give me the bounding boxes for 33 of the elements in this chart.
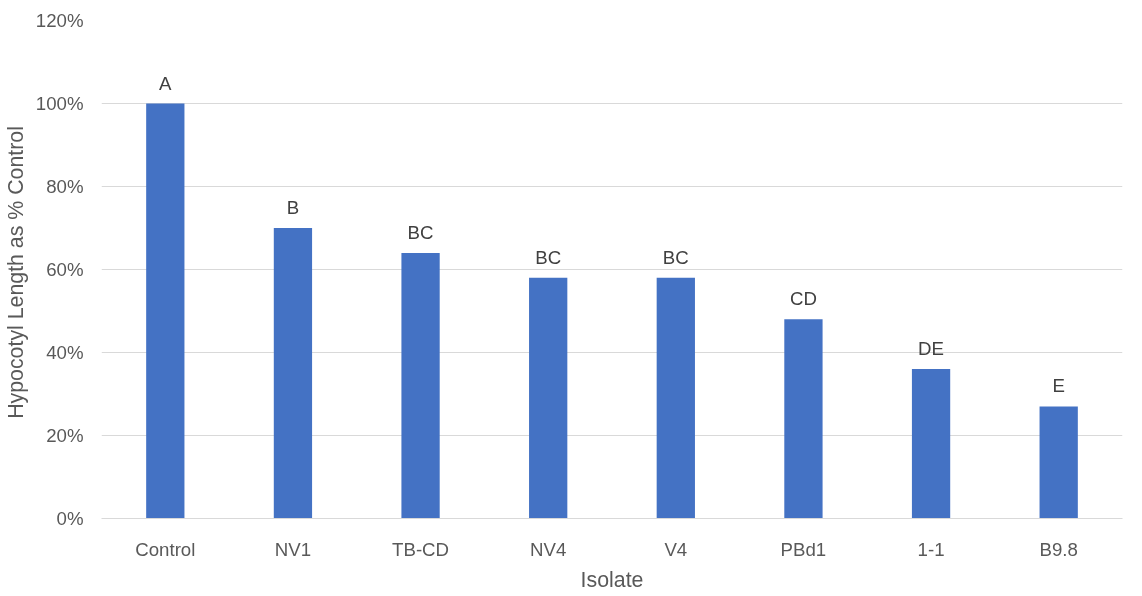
x-tick-label: 1-1 <box>917 538 945 560</box>
y-tick-label: 60% <box>46 259 84 280</box>
y-tick-label: 40% <box>46 342 84 363</box>
y-tick-label: 120% <box>35 10 84 31</box>
annotation: B <box>286 197 300 218</box>
y-tick-label: 20% <box>46 425 84 446</box>
annotation: CD <box>789 288 817 310</box>
y-tick-label: 100% <box>35 93 84 114</box>
y-axis-title: Hypocotyl Length as % Control <box>3 126 28 419</box>
annotation: BC <box>662 246 689 268</box>
bar <box>273 228 313 519</box>
y-tick-label: 0% <box>56 508 84 529</box>
annotation: BC <box>407 221 434 243</box>
x-tick-label: NV1 <box>274 538 312 560</box>
y-tick-label: 80% <box>46 176 84 197</box>
bar <box>911 369 951 519</box>
bar <box>1039 406 1078 519</box>
x-tick-label: V4 <box>664 538 688 560</box>
bar <box>656 277 695 519</box>
bar <box>146 103 185 519</box>
bar <box>529 277 568 519</box>
annotation: E <box>1052 375 1065 397</box>
x-tick-label: Control <box>135 538 196 560</box>
x-tick-label: PBd1 <box>780 538 827 560</box>
x-axis-title: Isolate <box>580 567 644 592</box>
annotation: A <box>159 72 173 94</box>
annotation: BC <box>535 246 562 268</box>
x-tick-label: B9.8 <box>1039 538 1078 560</box>
annotation: DE <box>918 338 945 360</box>
x-tick-label: NV4 <box>530 538 567 560</box>
bar <box>401 252 440 519</box>
bar <box>784 319 823 519</box>
x-tick-label: TB-CD <box>392 538 450 560</box>
